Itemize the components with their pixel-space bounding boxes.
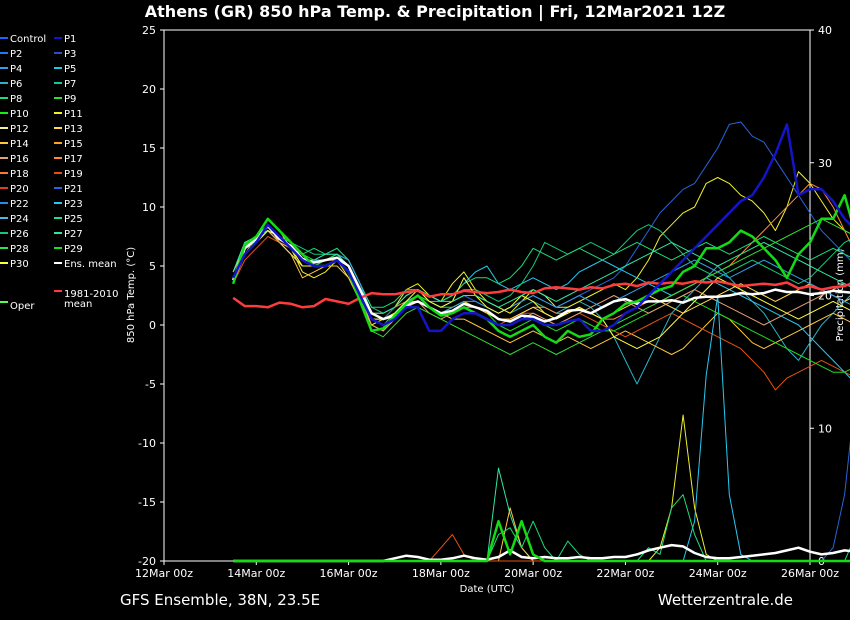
- legend-label: P2: [10, 49, 22, 60]
- y-axis-left-label: 850 hPa Temp. (°C): [126, 247, 137, 343]
- legend-label: P8: [10, 94, 22, 105]
- legend-label: P26: [10, 229, 29, 240]
- legend-label: P12: [10, 124, 29, 135]
- legend-label: Control: [10, 34, 46, 45]
- legend-label: P16: [10, 154, 29, 165]
- temp-series-1981-2010-mean: [232, 280, 850, 309]
- y-axis-left: 25 20 15 10 5 0 -5 -10 -15 -20: [138, 24, 164, 568]
- precip-series-p27: [233, 467, 850, 562]
- y-right-tick-label: 30: [818, 157, 832, 170]
- x-tick-label: 22Mar 00z: [596, 567, 654, 580]
- series-lines: [232, 121, 850, 563]
- legend-label: P11: [64, 109, 83, 120]
- legend-label: Oper: [10, 301, 35, 312]
- legend-label: P18: [10, 169, 29, 180]
- y-right-tick-label: 10: [818, 422, 832, 435]
- legend-label: P6: [10, 79, 22, 90]
- precip-series-p14: [233, 507, 850, 562]
- y-left-tick-label: 0: [149, 319, 156, 332]
- legend: Control P1 P2 P3 P4 P5 P6 P7 P8 P9 P10 P11 P12 P13 P14…: [0, 34, 119, 312]
- y-left-tick-label: -20: [138, 555, 156, 568]
- legend-label: P13: [64, 124, 83, 135]
- legend-label: P20: [10, 184, 29, 195]
- legend-label: P21: [64, 184, 83, 195]
- legend-label: P14: [10, 139, 29, 150]
- y-left-tick-label: 5: [149, 260, 156, 273]
- legend-label: P7: [64, 79, 76, 90]
- legend-label: P24: [10, 214, 29, 225]
- legend-label: P25: [64, 214, 83, 225]
- temp-series-p13: [232, 230, 850, 326]
- legend-label: P10: [10, 109, 29, 120]
- temp-series-p14: [232, 224, 850, 355]
- precip-series-oper: [233, 519, 850, 563]
- legend-label: P19: [64, 169, 83, 180]
- footer-site: Wetterzentrale.de: [658, 591, 793, 609]
- legend-label: P23: [64, 199, 83, 210]
- legend-label: P29: [64, 244, 83, 255]
- y-left-tick-label: 10: [142, 201, 156, 214]
- legend-label: P22: [10, 199, 29, 210]
- legend-label: P28: [10, 244, 29, 255]
- footer-source: GFS Ensemble, 38N, 23.5E: [120, 591, 320, 609]
- legend-label: 1981-2010 mean: [64, 289, 119, 310]
- x-tick-label: 18Mar 00z: [412, 567, 470, 580]
- legend-label: P30: [10, 259, 29, 270]
- legend-label: P1: [64, 34, 76, 45]
- x-axis-label: Date (UTC): [460, 584, 515, 595]
- legend-label: P3: [64, 49, 76, 60]
- y-left-tick-label: -15: [138, 496, 156, 509]
- chart-title: Athens (GR) 850 hPa Temp. & Precipitatio…: [145, 2, 725, 22]
- x-tick-label: 12Mar 00z: [135, 567, 193, 580]
- temp-series-p11: [232, 171, 850, 326]
- legend-label: P27: [64, 229, 83, 240]
- legend-label: P17: [64, 154, 83, 165]
- y-right-tick-label: 40: [818, 24, 832, 37]
- y-left-tick-label: 20: [142, 83, 156, 96]
- x-axis: 12Mar 00z 14Mar 00z 16Mar 00z 18Mar 00z 20Ma…: [135, 561, 839, 580]
- temp-series-ens-mean: [232, 224, 850, 323]
- x-tick-label: 16Mar 00z: [320, 567, 378, 580]
- x-tick-label: 20Mar 00z: [504, 567, 562, 580]
- y-left-tick-label: -10: [138, 437, 156, 450]
- legend-label: Ens. mean: [64, 259, 117, 270]
- precip-series-p8: [233, 494, 850, 562]
- y-left-tick-label: -5: [145, 378, 156, 391]
- x-tick-label: 24Mar 00z: [689, 567, 747, 580]
- x-tick-label: 26Mar 00z: [781, 567, 839, 580]
- legend-label: P9: [64, 94, 76, 105]
- legend-label: P15: [64, 139, 83, 150]
- y-left-tick-label: 25: [142, 24, 156, 37]
- legend-label: P4: [10, 64, 22, 75]
- precip-series-p11: [233, 414, 850, 562]
- legend-label: P5: [64, 64, 76, 75]
- temp-series-p1: [232, 123, 850, 333]
- temp-series-p4: [232, 224, 850, 320]
- temp-series-p8: [232, 230, 850, 308]
- x-tick-label: 14Mar 00z: [227, 567, 285, 580]
- precip-series-p29: [233, 560, 850, 562]
- y-axis-right-label: Precipitation (mm): [835, 248, 846, 341]
- y-left-tick-label: 15: [142, 142, 156, 155]
